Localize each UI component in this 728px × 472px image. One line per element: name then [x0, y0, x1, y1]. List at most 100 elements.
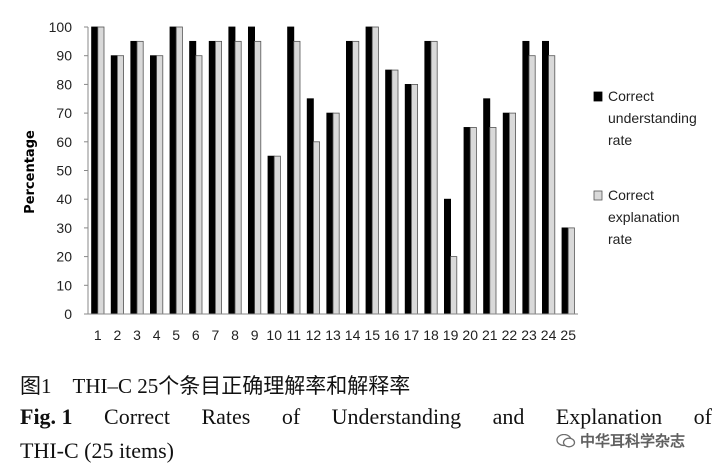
- bars: [91, 26, 575, 315]
- legend-label: understanding: [608, 110, 697, 126]
- legend: Correct understanding rate Correct explanati…: [593, 88, 697, 247]
- x-tick-label: 9: [251, 327, 259, 343]
- y-axis-ticks: 0 10 20 30 40 50 60 70 80 90 100: [49, 19, 88, 322]
- bar-explanation: [469, 127, 477, 315]
- x-tick-label: 2: [114, 327, 122, 343]
- y-tick-label: 90: [56, 48, 72, 64]
- bar-understanding: [483, 98, 491, 315]
- bar-explanation: [97, 26, 105, 315]
- bar-understanding: [502, 112, 510, 315]
- legend-label: explanation: [608, 209, 680, 225]
- figure-label: Fig. 1: [20, 404, 73, 429]
- bar-explanation: [234, 40, 242, 315]
- bar-understanding: [306, 98, 314, 315]
- bar-explanation: [567, 227, 575, 315]
- x-tick-label: 22: [502, 327, 518, 343]
- x-tick-label: 8: [231, 327, 239, 343]
- x-tick-label: 20: [462, 327, 478, 343]
- bar-understanding: [208, 40, 216, 315]
- bar-explanation: [352, 40, 360, 315]
- watermark-text: 中华耳科学杂志: [580, 432, 686, 450]
- x-tick-label: 3: [133, 327, 141, 343]
- bar-explanation: [254, 40, 262, 315]
- y-tick-label: 60: [56, 134, 72, 150]
- bar-explanation: [214, 40, 222, 315]
- x-tick-label: 24: [541, 327, 557, 343]
- x-tick-label: 7: [212, 327, 220, 343]
- legend-swatch: [593, 190, 603, 201]
- bar-understanding: [404, 84, 412, 315]
- x-tick-label: 11: [287, 327, 302, 343]
- bar-explanation: [548, 55, 556, 315]
- caption-word: Explanation: [555, 404, 663, 429]
- bar-understanding: [542, 40, 550, 315]
- bar-understanding: [91, 26, 99, 315]
- bar-explanation: [371, 26, 379, 315]
- bar-understanding: [287, 26, 295, 315]
- x-tick-label: 5: [172, 327, 180, 343]
- legend-label: Correct: [608, 187, 654, 203]
- y-axis-label: Percentage: [23, 130, 38, 214]
- x-axis-ticks: 1 2 3 4 5 6 7 8 9 10 11 12 13 14 15 16 17 18 19 20 21 22 23 24 2…: [94, 327, 576, 343]
- caption-word: of: [281, 404, 301, 429]
- x-tick-label: 19: [443, 327, 459, 343]
- bar-understanding: [522, 40, 530, 315]
- y-tick-label: 0: [64, 306, 72, 322]
- bar-explanation: [430, 40, 438, 315]
- bar-explanation: [156, 55, 164, 315]
- legend-label: rate: [608, 132, 632, 148]
- bar-understanding: [110, 55, 118, 315]
- y-tick-label: 50: [56, 163, 72, 179]
- bar-explanation: [508, 112, 516, 315]
- bar-understanding: [169, 26, 177, 315]
- bar-understanding: [385, 69, 393, 315]
- bar-explanation: [528, 55, 536, 315]
- x-tick-label: 15: [364, 327, 380, 343]
- x-tick-label: 18: [423, 327, 439, 343]
- x-tick-label: 10: [266, 327, 282, 343]
- x-tick-label: 23: [521, 327, 537, 343]
- figure-caption-chinese: 图1 THI–C 25个条目正确理解率和解释率: [20, 374, 411, 398]
- bar-understanding: [365, 26, 373, 315]
- y-tick-label: 70: [56, 105, 72, 121]
- bar-explanation: [195, 55, 203, 315]
- figure-caption-english-line1: Fig. 1 Correct Rates of Understanding an…: [20, 404, 712, 430]
- legend-label: Correct: [608, 88, 654, 104]
- bar-explanation: [117, 55, 125, 315]
- legend-label: rate: [608, 231, 632, 247]
- bar-explanation: [293, 40, 301, 315]
- x-tick-label: 16: [384, 327, 400, 343]
- bar-explanation: [450, 256, 458, 315]
- bar-understanding: [130, 40, 138, 315]
- bar-understanding: [561, 227, 569, 315]
- bar-understanding: [326, 112, 334, 315]
- bar-explanation: [489, 127, 497, 315]
- x-tick-label: 21: [482, 327, 498, 343]
- bar-explanation: [332, 112, 340, 315]
- bar-understanding: [149, 55, 157, 315]
- bar-understanding: [228, 26, 236, 315]
- bar-understanding: [424, 40, 432, 315]
- x-tick-label: 12: [306, 327, 322, 343]
- bar-explanation: [312, 141, 320, 315]
- bar-understanding: [247, 26, 255, 315]
- x-tick-label: 13: [325, 327, 341, 343]
- bar-understanding: [189, 40, 197, 315]
- bar-explanation: [273, 155, 281, 315]
- y-tick-label: 30: [56, 220, 72, 236]
- bar-explanation: [175, 26, 183, 315]
- y-tick-label: 10: [56, 277, 72, 293]
- bar-understanding: [443, 198, 451, 315]
- bar-understanding: [267, 155, 275, 315]
- bar-explanation: [410, 84, 418, 315]
- y-tick-label: 40: [56, 191, 72, 207]
- legend-swatch: [593, 91, 603, 102]
- bar-explanation: [391, 69, 399, 315]
- figure-caption-english-line2: THI-C (25 items): [20, 438, 174, 463]
- caption-word: Rates: [201, 404, 251, 429]
- x-tick-label: 4: [153, 327, 161, 343]
- y-tick-label: 100: [49, 19, 73, 35]
- bar-understanding: [463, 127, 471, 315]
- watermark: 中华耳科学杂志: [556, 430, 685, 451]
